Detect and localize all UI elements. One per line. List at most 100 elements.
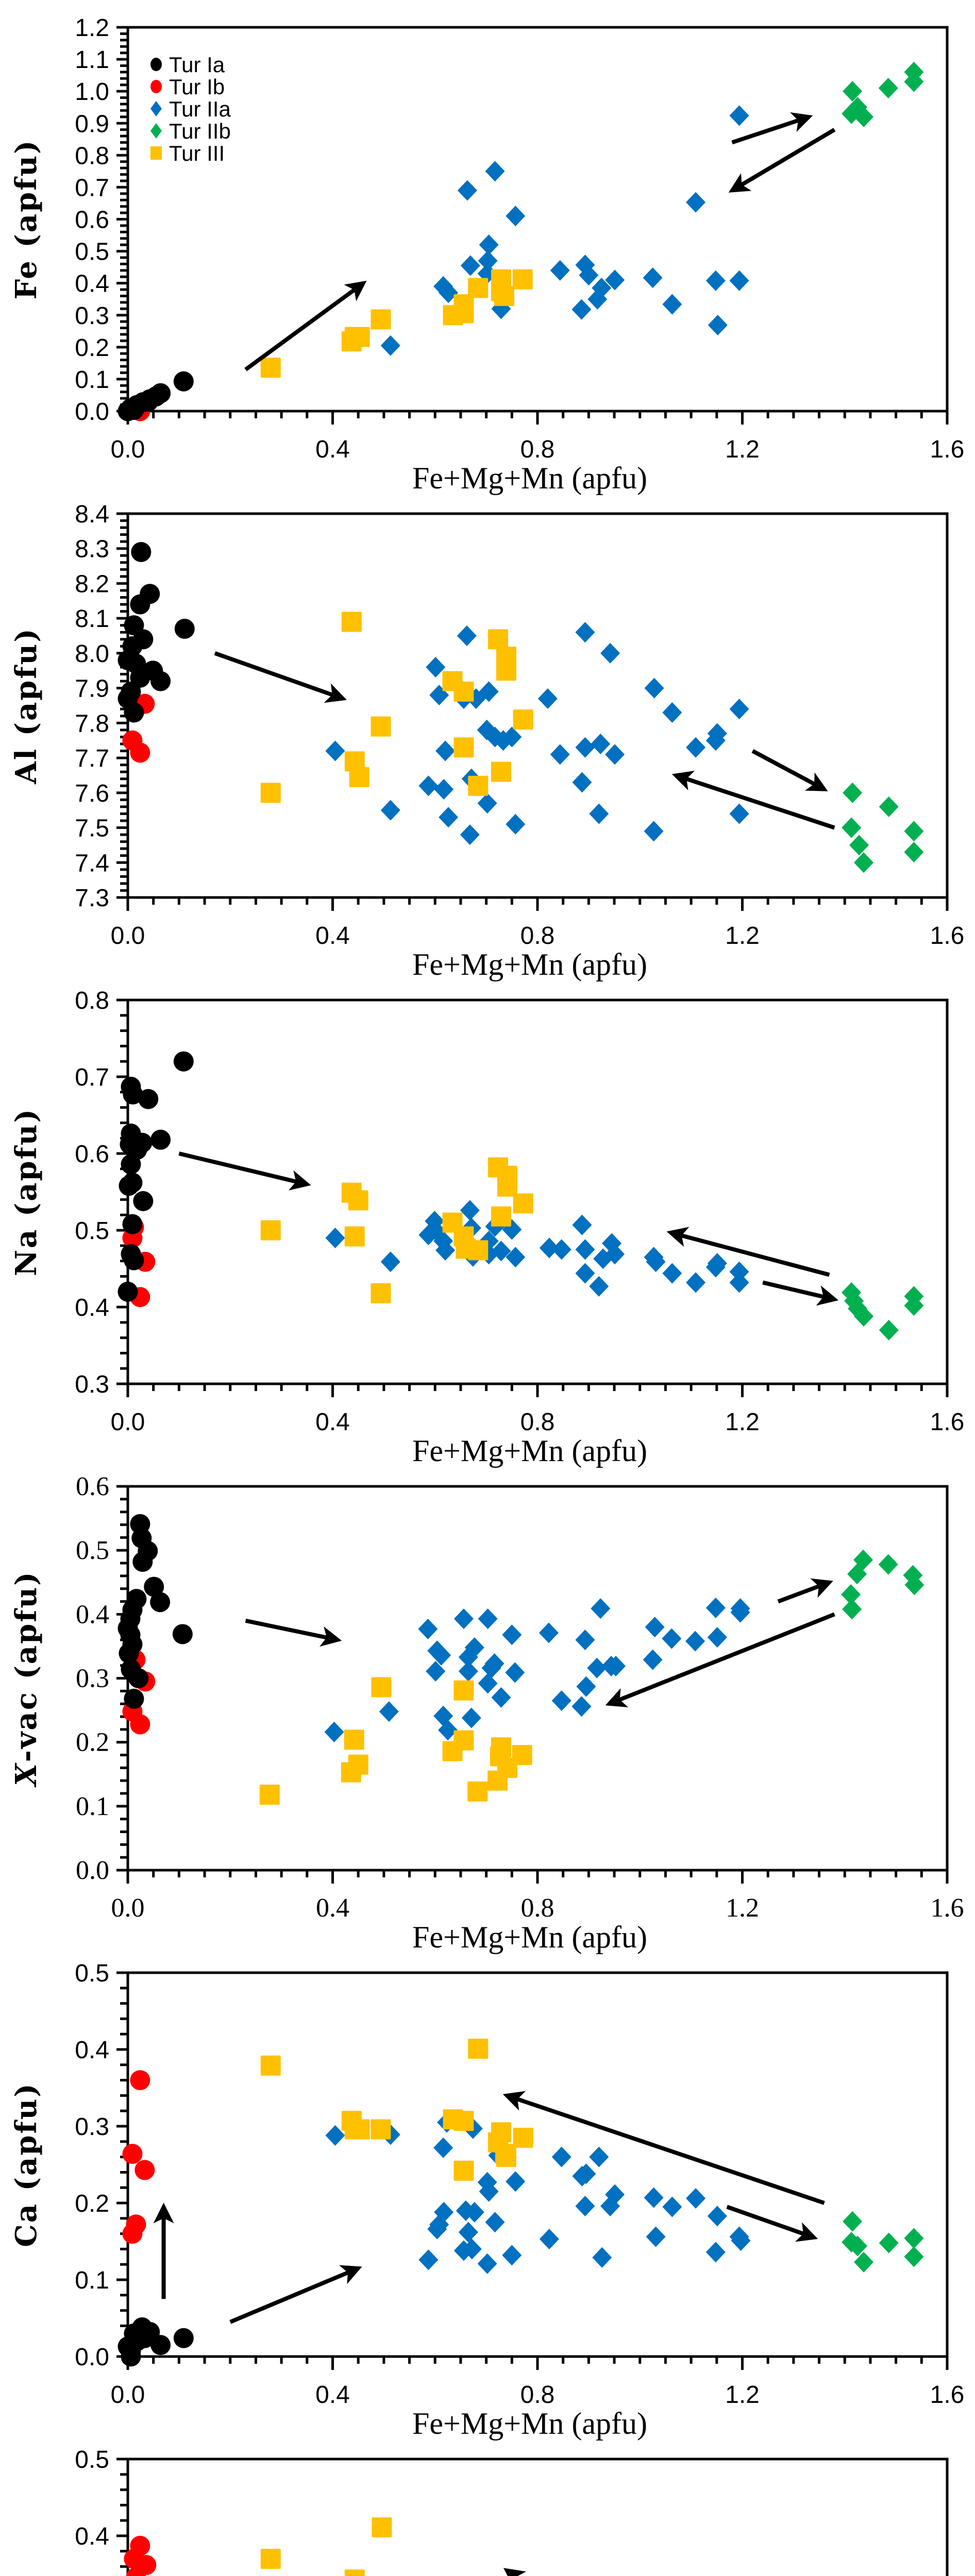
- x-tick-label: 1.6: [931, 1893, 964, 1923]
- data-point: [418, 2249, 439, 2270]
- data-point: [904, 841, 924, 862]
- trend-arrow: [728, 128, 836, 193]
- y-tick-label: 1.1: [75, 46, 109, 74]
- legend-circle-icon: [150, 80, 162, 93]
- y-tick-label: 7.5: [75, 815, 109, 842]
- data-point: [878, 77, 898, 98]
- x-tick-label: 0.0: [111, 1893, 145, 1923]
- y-tick-label: 7.6: [75, 780, 109, 807]
- plot-frame: [126, 998, 949, 1385]
- data-point: [371, 309, 391, 330]
- data-point: [879, 1319, 899, 1341]
- data-point: [426, 657, 446, 677]
- x-axis-title: Fe+Mg+Mn (apfu): [412, 461, 647, 495]
- data-point: [537, 688, 558, 709]
- y-tick-label: 0.2: [75, 2190, 109, 2217]
- data-point: [325, 1227, 345, 1248]
- data-point: [371, 2119, 391, 2140]
- data-point: [344, 1226, 365, 1247]
- data-point: [512, 269, 533, 290]
- data-point: [460, 1200, 480, 1221]
- data-point: [479, 234, 499, 256]
- data-point: [488, 629, 508, 650]
- data-point: [496, 2147, 516, 2167]
- data-point: [150, 671, 171, 691]
- y-tick-label: 0.3: [75, 1371, 109, 1398]
- data-point: [513, 1193, 533, 1214]
- series-tur-ia: [117, 542, 195, 723]
- y-tick-label: 0.4: [75, 1294, 109, 1321]
- y-axis-ticks: [116, 1485, 128, 1872]
- plot-frame: [126, 1971, 949, 2358]
- trend-arrows: [503, 2568, 527, 2576]
- data-point: [344, 751, 365, 772]
- data-point: [485, 2212, 505, 2233]
- series-tur-iib: [842, 782, 924, 873]
- data-point: [453, 1680, 474, 1701]
- data-point: [904, 1574, 924, 1596]
- data-point: [344, 2569, 365, 2576]
- data-point: [705, 2242, 726, 2263]
- y-tick-label: 0.1: [75, 2267, 109, 2294]
- data-point: [576, 2163, 596, 2184]
- data-point: [453, 1730, 474, 1751]
- y-tick-label: 0.4: [75, 2523, 109, 2550]
- y-axis-ticks: [116, 2458, 128, 2568]
- data-point: [843, 81, 863, 102]
- data-point: [644, 677, 664, 699]
- data-point: [571, 1696, 592, 1717]
- y-tick-label: 0.4: [75, 270, 109, 298]
- series-tur-iia: [325, 2112, 751, 2274]
- series-tur-ib: [122, 2070, 155, 2244]
- x-axis-ticks: [126, 411, 949, 425]
- x-tick-label: 0.0: [111, 922, 145, 950]
- data-point: [576, 1676, 596, 1697]
- data-point: [539, 2229, 559, 2250]
- data-point: [605, 1244, 625, 1265]
- x-tick-label: 0.4: [316, 1893, 349, 1923]
- data-point: [685, 1631, 705, 1652]
- x-tick-label: 0.8: [520, 436, 555, 463]
- data-point: [729, 1261, 749, 1282]
- x-tick-label: 1.6: [930, 1409, 965, 1436]
- data-point: [575, 1630, 595, 1650]
- y-axis-title: Al (apfu): [9, 627, 43, 784]
- data-point: [606, 1655, 626, 1676]
- y-tick-label: 7.7: [75, 745, 109, 772]
- y-tick-label: 0.5: [75, 1960, 109, 1987]
- data-point: [427, 2218, 447, 2240]
- x-axis-title: Fe+Mg+Mn (apfu): [412, 947, 647, 981]
- data-point: [842, 817, 862, 838]
- y-tick-label: 0.4: [75, 2037, 109, 2064]
- data-point: [843, 782, 863, 803]
- trend-arrow: [245, 1618, 342, 1647]
- series-tur-ia: [117, 2317, 194, 2367]
- data-point: [122, 2144, 143, 2164]
- y-tick-label: 8.2: [75, 570, 109, 598]
- data-point: [506, 1247, 526, 1268]
- data-point: [686, 2188, 706, 2209]
- y-tick-label: 8.0: [75, 640, 109, 668]
- data-point: [131, 542, 152, 562]
- data-point: [128, 1668, 149, 1688]
- data-point: [575, 622, 595, 643]
- data-point: [497, 1176, 517, 1197]
- data-point: [122, 1228, 143, 1248]
- x-tick-label: 0.8: [520, 1409, 555, 1436]
- y-tick-label: 7.8: [75, 710, 109, 737]
- data-point: [551, 1239, 571, 1260]
- legend-label: Tur IIa: [169, 97, 231, 121]
- y-tick-label: 0.5: [75, 2446, 109, 2473]
- data-point: [124, 1688, 144, 1709]
- data-point: [172, 1624, 193, 1645]
- data-point: [854, 852, 874, 873]
- data-point: [348, 1754, 368, 1775]
- data-point: [539, 1622, 559, 1643]
- x-axis-ticks: [126, 1384, 949, 1397]
- data-point: [434, 2201, 454, 2223]
- data-point: [843, 2211, 863, 2232]
- data-point: [494, 286, 514, 306]
- x-axis-title: Fe+Mg+Mn (apfu): [412, 2406, 647, 2441]
- data-point: [457, 180, 477, 201]
- series-tur-iii: [260, 612, 533, 803]
